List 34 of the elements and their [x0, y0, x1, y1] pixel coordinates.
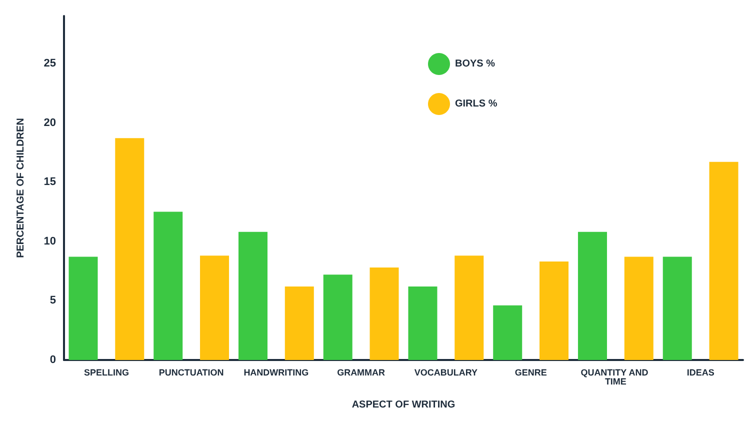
y-tick-label: 0 [50, 354, 56, 366]
bar [408, 286, 438, 360]
x-tick-label: GRAMMAR [337, 368, 386, 378]
x-tick-label: VOCABULARY [414, 368, 478, 378]
bar [200, 256, 230, 360]
x-tick-label: HANDWRITING [244, 368, 309, 378]
y-tick-label: 10 [44, 235, 56, 248]
x-tick-label: GENRE [514, 368, 547, 378]
bar [662, 256, 692, 360]
y-tick-label: 5 [50, 294, 56, 307]
x-tick-label: PUNCTUATION [158, 368, 224, 378]
y-axis-title: PERCENTAGE OF CHILDREN [16, 118, 26, 258]
x-tick-label: IDEAS [686, 368, 714, 378]
x-axis-title: ASPECT OF WRITING [352, 400, 456, 410]
legend-label: BOYS % [455, 58, 496, 70]
legend-label: GIRLS % [455, 98, 498, 110]
bar [624, 256, 654, 360]
bar [454, 256, 484, 360]
bar [323, 274, 352, 360]
x-tick-label: SPELLING [84, 368, 129, 378]
bar [578, 232, 607, 360]
bar [493, 305, 522, 360]
bar [284, 286, 314, 360]
y-tick-label: 15 [44, 176, 56, 188]
y-tick-label: 20 [44, 116, 56, 129]
bar [709, 162, 738, 360]
bar [68, 256, 98, 360]
bar [154, 212, 183, 360]
y-tick-label: 25 [44, 57, 56, 70]
x-tick-label: QUANTITY AND TIME [580, 368, 651, 386]
bar [540, 262, 569, 360]
bar [115, 138, 144, 360]
bar [238, 232, 268, 360]
bar [370, 267, 399, 360]
